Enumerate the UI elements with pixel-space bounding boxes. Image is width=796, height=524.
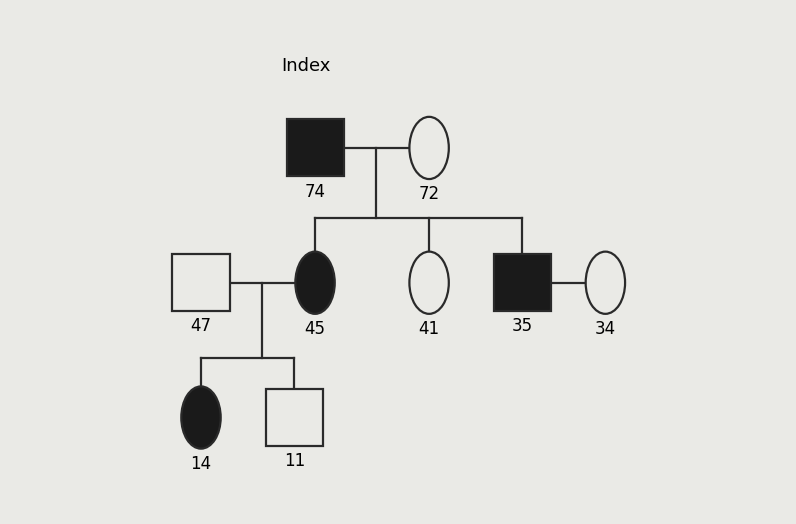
Ellipse shape bbox=[409, 252, 449, 314]
FancyBboxPatch shape bbox=[266, 389, 323, 446]
Text: 35: 35 bbox=[512, 318, 533, 335]
Text: 34: 34 bbox=[595, 320, 616, 338]
Text: 11: 11 bbox=[283, 452, 305, 470]
Text: 72: 72 bbox=[419, 185, 439, 203]
Ellipse shape bbox=[181, 386, 220, 449]
Text: 41: 41 bbox=[419, 320, 439, 338]
FancyBboxPatch shape bbox=[173, 254, 229, 311]
Ellipse shape bbox=[409, 117, 449, 179]
Ellipse shape bbox=[295, 252, 335, 314]
Text: 45: 45 bbox=[305, 320, 326, 338]
Text: Index: Index bbox=[281, 57, 330, 75]
Text: 14: 14 bbox=[190, 455, 212, 473]
Text: 47: 47 bbox=[190, 318, 212, 335]
Text: 74: 74 bbox=[305, 183, 326, 201]
FancyBboxPatch shape bbox=[494, 254, 551, 311]
Ellipse shape bbox=[586, 252, 625, 314]
FancyBboxPatch shape bbox=[287, 119, 344, 177]
